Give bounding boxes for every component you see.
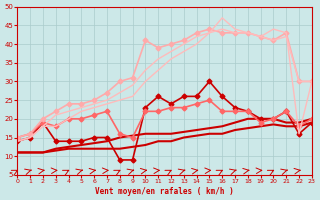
X-axis label: Vent moyen/en rafales ( km/h ): Vent moyen/en rafales ( km/h ) <box>95 187 234 196</box>
